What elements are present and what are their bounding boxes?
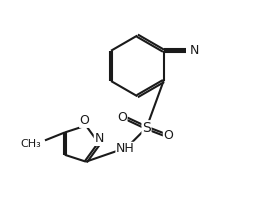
Text: NH: NH (116, 142, 135, 155)
Text: S: S (142, 121, 151, 135)
Text: O: O (163, 129, 173, 142)
Text: N: N (94, 132, 104, 145)
Text: CH₃: CH₃ (20, 138, 41, 149)
Text: O: O (117, 111, 127, 124)
Text: O: O (80, 114, 89, 127)
Text: N: N (190, 44, 199, 57)
